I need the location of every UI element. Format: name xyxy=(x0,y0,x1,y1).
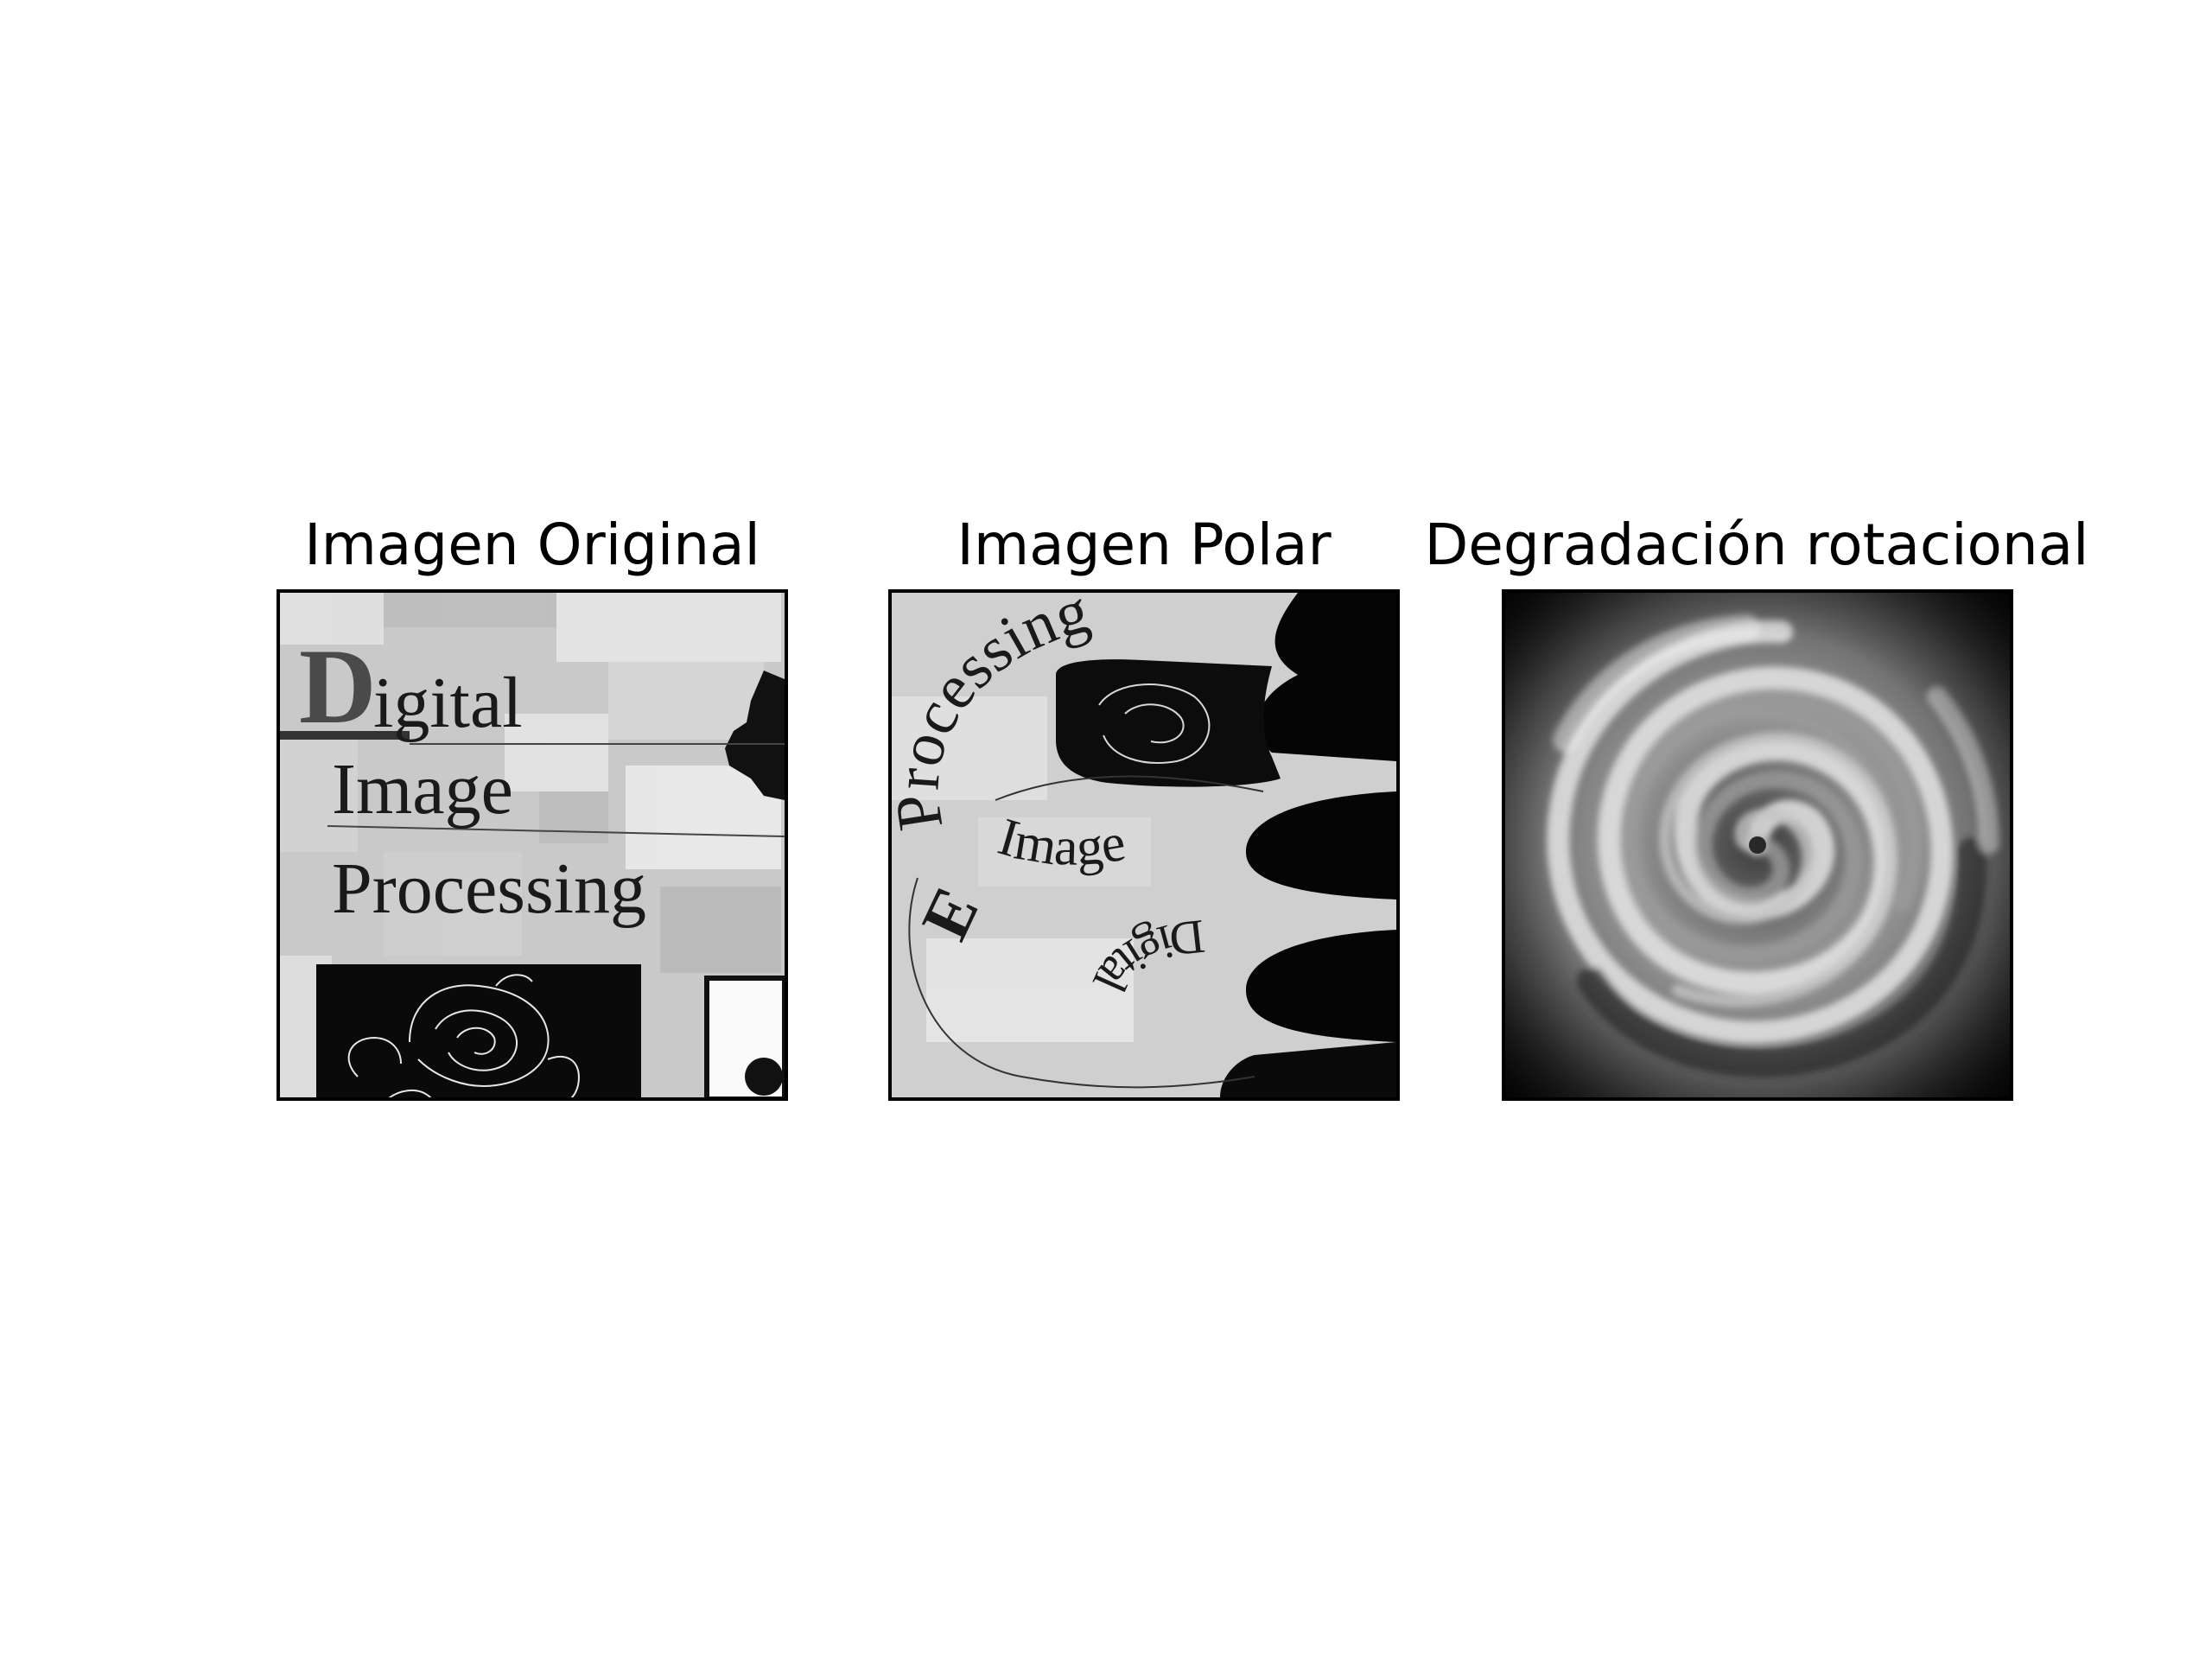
panel-title-polar: Imagen Polar xyxy=(957,512,1332,578)
cover-title-digital: igital xyxy=(373,663,523,743)
rose-drawing xyxy=(347,974,580,1097)
polar-image-panel: Processing Image Ǝ Digital xyxy=(888,589,1400,1101)
cover-letter-d: D xyxy=(299,627,377,746)
cover-title-image: Image xyxy=(332,749,513,830)
polar-text-image: Image xyxy=(992,807,1129,876)
svg-text:Image: Image xyxy=(992,807,1129,876)
panel-title-original: Imagen Original xyxy=(304,512,760,578)
polar-image: Processing Image Ǝ Digital xyxy=(892,593,1396,1097)
rotational-blur-image xyxy=(1505,593,2010,1097)
panel-title-rotational: Degradación rotacional xyxy=(1424,512,2089,578)
original-image-panel: D igital Image Processing xyxy=(276,589,788,1101)
original-image: D igital Image Processing xyxy=(280,593,785,1097)
cover-title-processing: Processing xyxy=(332,849,646,929)
rotational-blur-panel xyxy=(1502,589,2013,1101)
